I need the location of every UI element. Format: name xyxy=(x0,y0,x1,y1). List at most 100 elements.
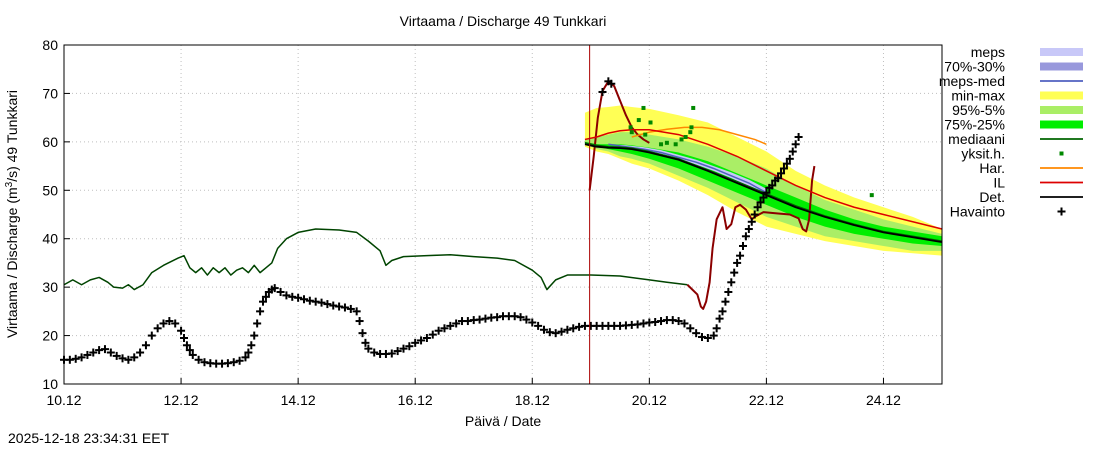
chart-title: Virtaama / Discharge 49 Tunkkari xyxy=(400,13,607,29)
observation-point xyxy=(715,314,724,323)
y-tick-label: 80 xyxy=(42,37,58,53)
observation-point xyxy=(738,241,747,250)
observation-point xyxy=(750,210,759,219)
x-tick-labels: 10.12 12.12 14.12 16.12 18.12 20.12 22.12 24.12 xyxy=(46,392,901,408)
observation-point xyxy=(736,251,745,260)
observation-point xyxy=(534,321,543,330)
observation-point xyxy=(405,342,414,351)
x-tick-label: 10.12 xyxy=(46,392,81,408)
il-line xyxy=(584,129,943,230)
observation-point xyxy=(370,348,379,357)
observation-point xyxy=(446,321,455,330)
observation-point xyxy=(791,140,800,149)
observation-point xyxy=(387,349,396,358)
observation-point xyxy=(153,324,162,333)
observation-point xyxy=(724,287,733,296)
ensemble-member-point xyxy=(659,142,664,147)
observation-point xyxy=(516,313,525,322)
observation-point xyxy=(276,287,285,296)
observation-point xyxy=(182,341,191,350)
legend-label-yksit: yksit.h. xyxy=(961,146,1005,162)
x-tick-label: 14.12 xyxy=(281,392,316,408)
observation-point xyxy=(364,344,373,353)
legend-label-il: IL xyxy=(993,175,1005,191)
observation-point xyxy=(259,297,268,306)
observation-point xyxy=(551,329,560,338)
ensemble-member-point xyxy=(683,135,688,140)
observation-point xyxy=(147,331,156,340)
observation-point xyxy=(794,133,803,142)
observation-point xyxy=(788,147,797,156)
observation-point xyxy=(159,319,168,328)
legend-label-mediaani: mediaani xyxy=(948,131,1005,147)
observation-point xyxy=(355,317,364,326)
legend-label-p95: 95%-5% xyxy=(952,102,1005,118)
observation-point xyxy=(692,329,701,338)
ensemble-member-point xyxy=(641,105,646,110)
observation-point xyxy=(124,355,133,364)
observation-point xyxy=(417,336,426,345)
observation-point xyxy=(785,154,794,163)
observation-point xyxy=(188,350,197,359)
y-grid xyxy=(64,44,942,385)
ensemble-member-point xyxy=(648,120,653,125)
observation-point xyxy=(774,174,783,183)
observation-point xyxy=(141,341,150,350)
observation-point xyxy=(340,303,349,312)
observation-point xyxy=(563,325,572,334)
legend-label-meps: meps xyxy=(971,44,1005,60)
observation-point xyxy=(744,225,753,234)
observation-point xyxy=(718,307,727,316)
legend-label-meps70: 70%-30% xyxy=(944,59,1005,75)
observation-point xyxy=(317,298,326,307)
legend-label-p75: 75%-25% xyxy=(944,117,1005,133)
y-axis-label: Virtaama / Discharge (m3/s) 49 Tunkkari xyxy=(4,90,20,338)
observation-point xyxy=(247,341,256,350)
legend-label-har: Har. xyxy=(979,160,1005,176)
observation-point xyxy=(112,351,121,360)
observation-point xyxy=(422,333,431,342)
observation-point xyxy=(179,333,188,342)
observation-point xyxy=(712,324,721,333)
legend-label-minmax: min-max xyxy=(951,88,1005,104)
legend-label-det: Det. xyxy=(979,189,1005,205)
observation-point xyxy=(177,326,186,335)
observation-point xyxy=(428,330,437,339)
observation-point xyxy=(393,347,402,356)
observation-point xyxy=(557,327,566,336)
observation-point xyxy=(244,348,253,357)
observation-point xyxy=(346,304,355,313)
observation-point xyxy=(703,333,712,342)
observation-point xyxy=(261,292,270,301)
observation-point xyxy=(607,79,616,88)
ensemble-member-point xyxy=(628,125,633,130)
ensemble-member-point xyxy=(636,118,641,123)
x-axis-label: Päivä / Date xyxy=(465,413,541,429)
observation-point xyxy=(171,319,180,328)
observation-point xyxy=(779,164,788,173)
observation-point xyxy=(185,346,194,355)
x-tick-label: 16.12 xyxy=(398,392,433,408)
meps-med-line xyxy=(608,143,767,194)
observation-point xyxy=(522,315,531,324)
legend-label-meps_med: meps-med xyxy=(939,73,1005,89)
legend-swatch-minmax xyxy=(1040,91,1083,100)
y-tick-labels: 10 20 30 40 50 60 70 80 xyxy=(42,37,58,392)
observation-point xyxy=(733,258,742,267)
ensemble-member-point xyxy=(691,105,696,110)
legend: meps70%-30%meps-medmin-max95%-5%75%-25%m… xyxy=(939,44,1083,220)
observation-point xyxy=(528,318,537,327)
x-tick-label: 20.12 xyxy=(632,392,667,408)
observation-point xyxy=(358,329,367,338)
simulation-history-line xyxy=(63,228,688,291)
observation-point xyxy=(741,232,750,241)
observation-point xyxy=(539,325,548,334)
observation-point xyxy=(411,338,420,347)
observation-point xyxy=(747,217,756,226)
observation-point xyxy=(299,295,308,304)
observation-point xyxy=(235,356,244,365)
y-tick-label: 20 xyxy=(42,328,58,344)
legend-swatch-havainto xyxy=(1057,207,1066,216)
observation-point xyxy=(762,188,771,197)
